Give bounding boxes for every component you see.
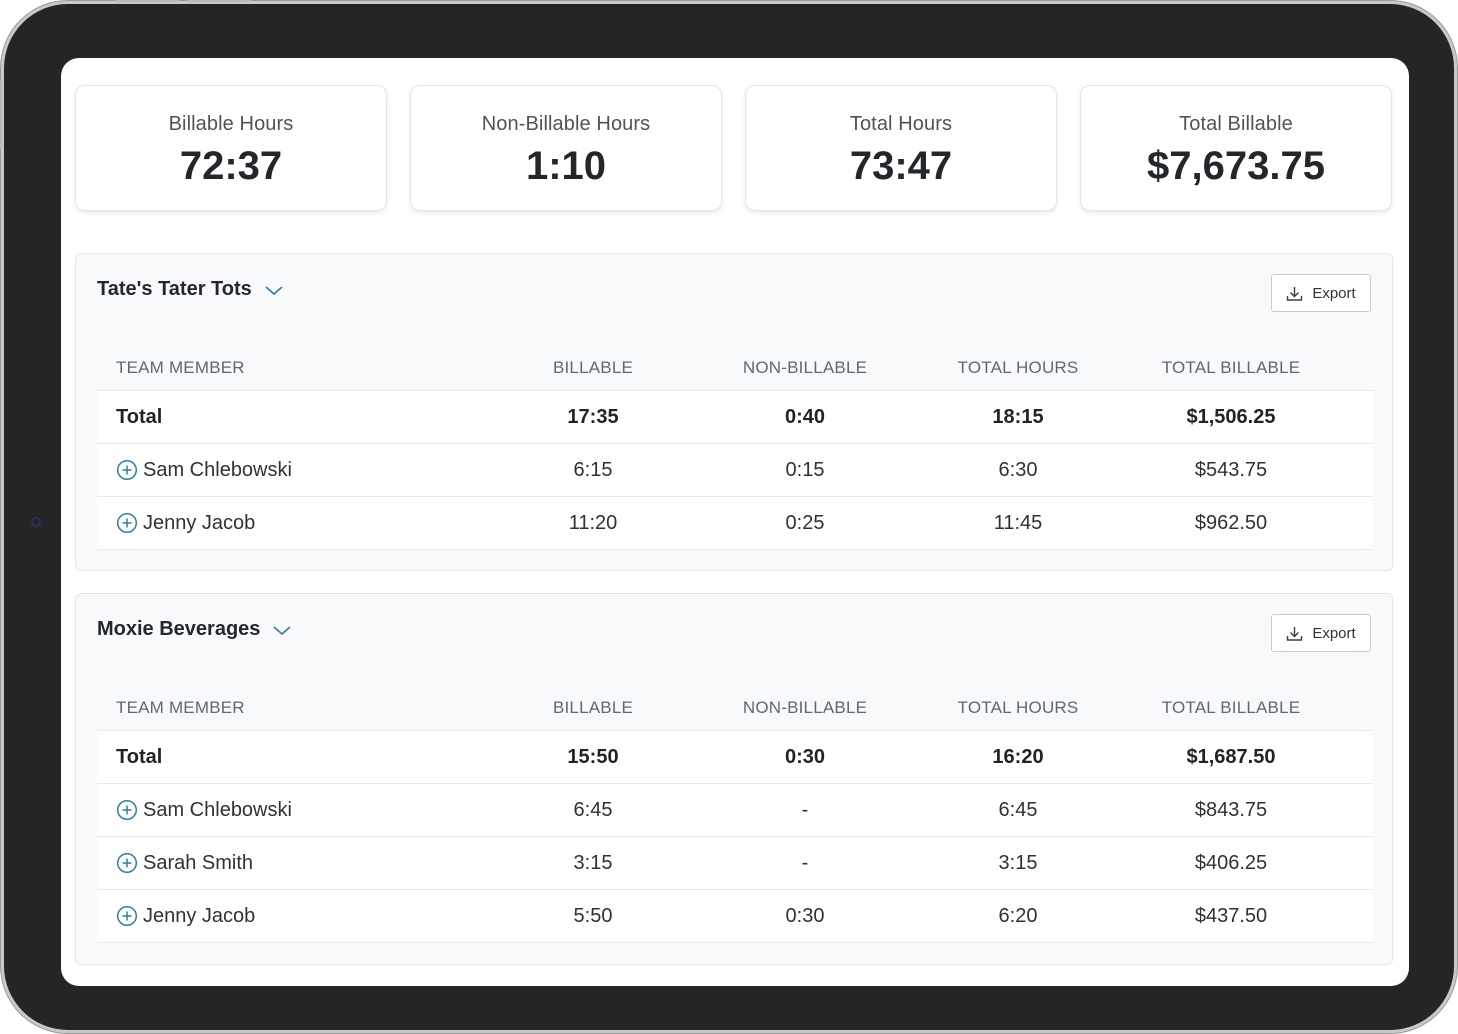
expand-plus-icon[interactable] — [116, 852, 138, 874]
time-table: Team Member Billable Non-Billable Total … — [97, 345, 1373, 550]
total-row: Total 15:50 0:30 16:20 $1,687.50 — [97, 731, 1373, 784]
table-header: Team Member Billable Non-Billable Total … — [97, 685, 1373, 731]
stat-label: Billable Hours — [168, 113, 294, 135]
member-cell: Sam Chlebowski — [116, 444, 496, 496]
stat-value: 72:37 — [179, 144, 283, 188]
table-row: Sam Chlebowski 6:15 0:15 6:30 $543.75 — [97, 444, 1373, 497]
stat-value: 1:10 — [525, 144, 607, 188]
billable-cell: 17:35 — [567, 405, 619, 428]
stat-label: Total Billable — [1179, 113, 1293, 135]
total-hours-cell: 3:15 — [998, 851, 1038, 874]
download-icon — [1287, 626, 1303, 641]
device-button — [114, 0, 178, 2]
member-cell: Jenny Jacob — [116, 497, 496, 549]
non-billable-cell: 0:15 — [785, 458, 825, 481]
total-hours-cell: 6:20 — [998, 904, 1038, 927]
non-billable-cell: 0:25 — [785, 511, 825, 534]
device-button — [0, 80, 2, 150]
total-billable-cell: $962.50 — [1194, 511, 1268, 534]
column-header: Team Member — [116, 357, 245, 377]
member-name: Jenny Jacob — [143, 904, 256, 927]
column-header: Total Hours — [957, 697, 1079, 717]
total-hours-cell: 18:15 — [992, 405, 1044, 428]
member-name: Sam Chlebowski — [143, 458, 292, 481]
billable-cell: 5:50 — [573, 904, 613, 927]
chevron-down-icon — [265, 285, 283, 295]
total-billable-cell: $543.75 — [1194, 458, 1268, 481]
table-row: Jenny Jacob 11:20 0:25 11:45 $962.50 — [97, 497, 1373, 550]
column-header: Total Billable — [1161, 697, 1301, 717]
table-row: Sarah Smith 3:15 - 3:15 $406.25 — [97, 837, 1373, 890]
chevron-down-icon — [273, 625, 291, 635]
stat-value: $7,673.75 — [1147, 144, 1325, 188]
client-panel: Tate's Tater Tots Export Team Member Bil… — [75, 253, 1393, 571]
client-name: Moxie Beverages — [97, 618, 261, 640]
member-cell: Sam Chlebowski — [116, 784, 496, 836]
total-hours-cell: 16:20 — [992, 745, 1044, 768]
expand-plus-icon[interactable] — [116, 905, 138, 927]
non-billable-cell: 0:30 — [785, 904, 825, 927]
app-screen: Billable Hours 72:37 Non-Billable Hours … — [61, 58, 1409, 986]
total-hours-cell: 11:45 — [993, 511, 1043, 534]
stat-card-non-billable-hours: Non-Billable Hours 1:10 — [410, 85, 722, 211]
expand-plus-icon[interactable] — [116, 799, 138, 821]
client-dropdown[interactable]: Tate's Tater Tots — [97, 278, 284, 301]
time-table: Team Member Billable Non-Billable Total … — [97, 685, 1373, 943]
column-header: Billable — [552, 697, 634, 717]
column-header: Total Billable — [1161, 357, 1301, 377]
total-label: Total — [116, 405, 163, 428]
device-button — [186, 0, 250, 2]
client-name: Tate's Tater Tots — [97, 278, 252, 300]
client-dropdown[interactable]: Moxie Beverages — [97, 618, 292, 641]
billable-cell: 6:15 — [573, 458, 613, 481]
column-header: Billable — [552, 357, 634, 377]
front-camera — [31, 517, 41, 527]
billable-cell: 6:45 — [573, 798, 613, 821]
stat-value: 73:47 — [849, 144, 953, 188]
member-cell: Sarah Smith — [116, 837, 496, 889]
download-icon — [1287, 286, 1303, 301]
expand-plus-icon[interactable] — [116, 459, 138, 481]
column-header: Non-Billable — [742, 357, 868, 377]
non-billable-cell: 0:40 — [784, 405, 826, 428]
column-header: Total Hours — [957, 357, 1079, 377]
column-header: Team Member — [116, 697, 245, 717]
client-panel: Moxie Beverages Export Team Member Billa… — [75, 593, 1393, 965]
billable-cell: 3:15 — [573, 851, 613, 874]
table-row: Jenny Jacob 5:50 0:30 6:20 $437.50 — [97, 890, 1373, 943]
total-hours-cell: 6:30 — [998, 458, 1038, 481]
expand-plus-icon[interactable] — [116, 512, 138, 534]
non-billable-cell: - — [801, 798, 809, 821]
member-name: Jenny Jacob — [143, 511, 256, 534]
export-label: Export — [1312, 624, 1356, 642]
member-name: Sam Chlebowski — [143, 798, 292, 821]
total-billable-cell: $1,506.25 — [1186, 405, 1276, 428]
member-name: Sarah Smith — [143, 851, 254, 874]
stat-card-total-hours: Total Hours 73:47 — [745, 85, 1057, 211]
stat-card-total-billable: Total Billable $7,673.75 — [1080, 85, 1392, 211]
table-row: Sam Chlebowski 6:45 - 6:45 $843.75 — [97, 784, 1373, 837]
billable-cell: 11:20 — [568, 511, 618, 534]
total-billable-cell: $843.75 — [1194, 798, 1268, 821]
export-button[interactable]: Export — [1271, 274, 1371, 312]
billable-cell: 15:50 — [567, 745, 619, 768]
member-cell: Jenny Jacob — [116, 890, 496, 942]
total-billable-cell: $406.25 — [1194, 851, 1268, 874]
non-billable-cell: 0:30 — [784, 745, 826, 768]
stat-label: Total Hours — [849, 113, 953, 135]
total-billable-cell: $437.50 — [1194, 904, 1268, 927]
stat-label: Non-Billable Hours — [481, 113, 651, 135]
table-header: Team Member Billable Non-Billable Total … — [97, 345, 1373, 391]
column-header: Non-Billable — [742, 697, 868, 717]
total-hours-cell: 6:45 — [998, 798, 1038, 821]
export-label: Export — [1312, 284, 1356, 302]
non-billable-cell: - — [801, 851, 809, 874]
total-row: Total 17:35 0:40 18:15 $1,506.25 — [97, 391, 1373, 444]
total-billable-cell: $1,687.50 — [1186, 745, 1276, 768]
stat-card-billable-hours: Billable Hours 72:37 — [75, 85, 387, 211]
export-button[interactable]: Export — [1271, 614, 1371, 652]
total-label: Total — [116, 745, 163, 768]
